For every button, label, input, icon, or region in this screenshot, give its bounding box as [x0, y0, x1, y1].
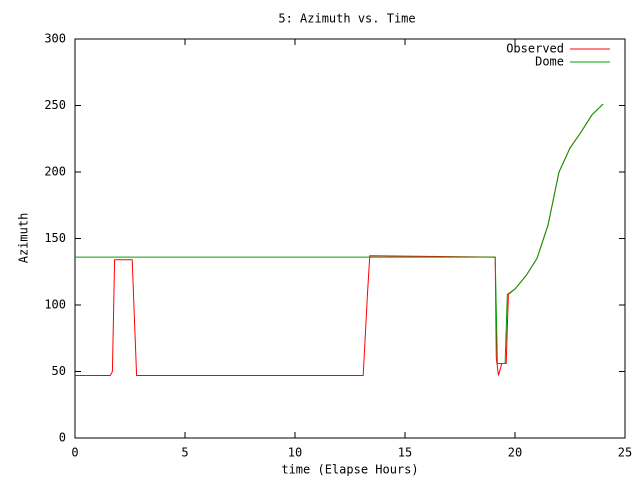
y-tick-label: 200 — [44, 165, 66, 179]
series-line — [75, 103, 604, 365]
y-tick-label: 150 — [44, 231, 66, 245]
legend-label: Dome — [535, 55, 564, 69]
x-tick-label: 0 — [71, 446, 78, 460]
y-tick-label: 100 — [44, 298, 66, 312]
x-tick-label: 25 — [618, 446, 632, 460]
plot-border — [74, 38, 626, 439]
x-tick-label: 5 — [181, 446, 188, 460]
y-axis-label: Azimuth — [17, 213, 31, 264]
y-tick-label: 50 — [52, 364, 66, 378]
y-tick-label: 250 — [44, 98, 66, 112]
y-tick-label: 300 — [44, 32, 66, 46]
series-line — [75, 103, 604, 376]
x-tick-label: 10 — [288, 446, 302, 460]
x-axis-label: time (Elapse Hours) — [281, 463, 418, 477]
y-tick-label: 0 — [59, 431, 66, 445]
chart-title: 5: Azimuth vs. Time — [278, 12, 415, 26]
legend-label: Observed — [506, 42, 564, 56]
x-tick-label: 20 — [508, 446, 522, 460]
x-tick-label: 15 — [398, 446, 412, 460]
